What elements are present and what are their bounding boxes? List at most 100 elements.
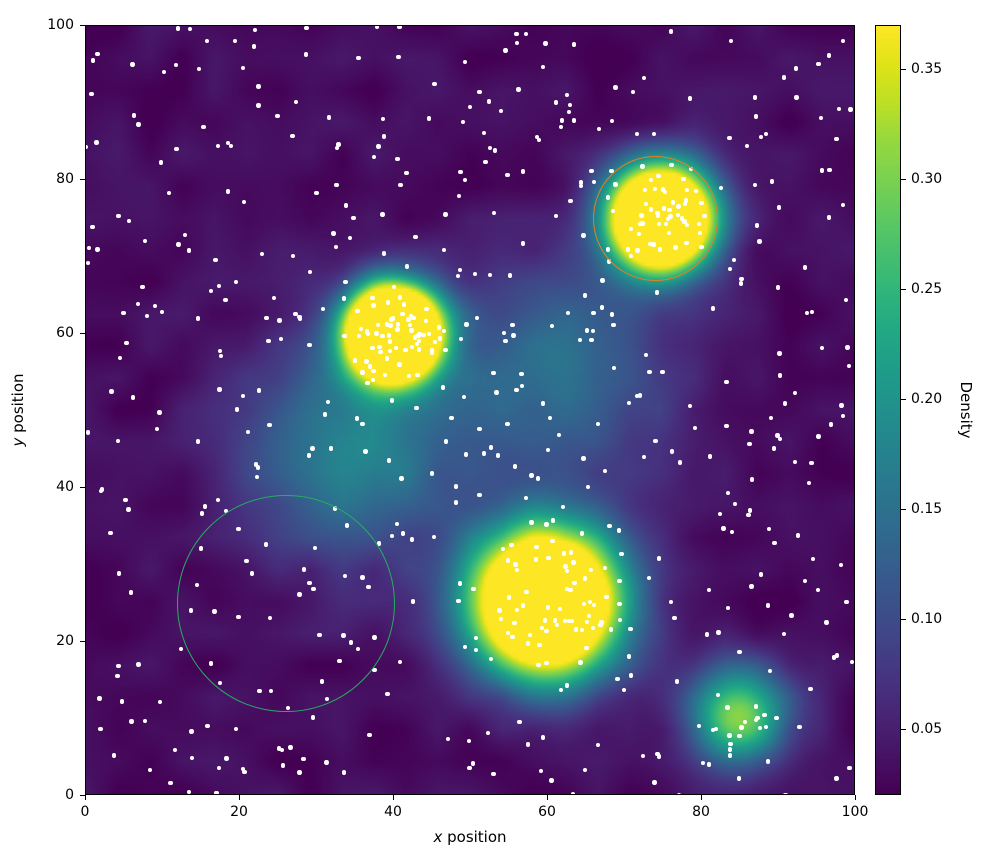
scatter-point xyxy=(196,439,200,443)
scatter-point xyxy=(112,753,116,757)
scatter-point xyxy=(387,333,391,337)
scatter-point xyxy=(544,629,548,633)
scatter-point xyxy=(344,203,348,207)
scatter-point xyxy=(536,476,540,480)
annotation-circle xyxy=(177,495,395,713)
colorbar-tick xyxy=(901,69,906,70)
scatter-point xyxy=(580,531,584,535)
scatter-point xyxy=(777,351,781,355)
scatter-point xyxy=(219,354,223,358)
scatter-point xyxy=(95,247,99,251)
scatter-point xyxy=(395,157,399,161)
scatter-point xyxy=(708,454,712,458)
scatter-point xyxy=(758,726,762,730)
scatter-point xyxy=(716,693,720,697)
scatter-point xyxy=(116,664,120,668)
scatter-point xyxy=(368,364,372,368)
scatter-point xyxy=(389,317,393,321)
scatter-point xyxy=(506,631,510,635)
scatter-point xyxy=(669,29,673,33)
scatter-point xyxy=(444,439,448,443)
scatter-point xyxy=(544,522,548,526)
scatter-point xyxy=(510,635,514,639)
scatter-point xyxy=(281,763,285,767)
scatter-point xyxy=(629,673,633,677)
scatter-point xyxy=(116,214,120,218)
scatter-point xyxy=(371,378,375,382)
scatter-point xyxy=(824,620,828,624)
scatter-point xyxy=(385,322,389,326)
scatter-point xyxy=(329,446,333,450)
scatter-point xyxy=(827,215,831,219)
scatter-point xyxy=(130,62,134,66)
scatter-point xyxy=(839,403,843,407)
scatter-point xyxy=(747,442,751,446)
scatter-point xyxy=(514,32,518,36)
scatter-point xyxy=(737,650,741,654)
scatter-point xyxy=(669,600,673,604)
density-scatter-plot xyxy=(85,25,855,795)
scatter-point xyxy=(772,446,776,450)
scatter-point xyxy=(406,317,410,321)
scatter-point xyxy=(609,627,613,631)
scatter-point xyxy=(115,674,119,678)
x-tick-label: 60 xyxy=(538,804,556,820)
scatter-point xyxy=(725,705,729,709)
scatter-point xyxy=(304,52,308,56)
scatter-point xyxy=(559,125,563,129)
scatter-point xyxy=(678,460,682,464)
scatter-point xyxy=(414,406,418,410)
scatter-point xyxy=(574,627,578,631)
scatter-point xyxy=(401,531,405,535)
colorbar-tick-label: 0.25 xyxy=(911,281,942,297)
y-tick xyxy=(80,641,85,642)
scatter-point xyxy=(766,759,770,763)
scatter-point xyxy=(540,626,544,630)
scatter-point xyxy=(443,212,447,216)
scatter-point xyxy=(454,484,458,488)
scatter-point xyxy=(275,114,279,118)
scatter-point xyxy=(491,772,495,776)
scatter-point xyxy=(581,456,585,460)
scatter-point xyxy=(117,571,121,575)
scatter-point xyxy=(334,183,338,187)
scatter-point xyxy=(441,385,445,389)
scatter-point xyxy=(108,531,112,535)
axis-spine-top xyxy=(85,25,855,26)
y-axis-label: y position xyxy=(9,373,27,446)
scatter-point xyxy=(388,339,392,343)
scatter-point xyxy=(615,677,619,681)
scatter-point xyxy=(513,464,517,468)
scatter-point xyxy=(848,107,852,111)
scatter-point xyxy=(173,748,177,752)
scatter-point xyxy=(513,562,517,566)
scatter-point xyxy=(209,289,213,293)
scatter-point xyxy=(546,448,550,452)
scatter-point xyxy=(307,343,311,347)
y-tick xyxy=(80,795,85,796)
scatter-point xyxy=(301,757,305,761)
scatter-point xyxy=(89,92,93,96)
scatter-point xyxy=(174,147,178,151)
scatter-point xyxy=(521,241,525,245)
x-tick-label: 40 xyxy=(384,804,402,820)
scatter-point xyxy=(218,349,222,353)
scatter-point xyxy=(655,290,659,294)
scatter-point xyxy=(727,136,731,140)
scatter-point xyxy=(342,334,346,338)
scatter-point xyxy=(600,305,604,309)
scatter-point xyxy=(519,372,523,376)
scatter-point xyxy=(489,657,493,661)
scatter-point xyxy=(97,696,101,700)
y-tick-label: 0 xyxy=(65,787,74,803)
x-tick-label: 0 xyxy=(81,804,90,820)
scatter-point xyxy=(413,235,417,239)
scatter-point xyxy=(591,311,595,315)
scatter-point xyxy=(728,753,732,757)
scatter-point xyxy=(529,520,533,524)
scatter-point xyxy=(297,770,301,774)
scatter-point xyxy=(494,390,498,394)
colorbar-tick-label: 0.30 xyxy=(911,171,942,187)
scatter-point xyxy=(660,370,664,374)
scatter-point xyxy=(380,334,384,338)
